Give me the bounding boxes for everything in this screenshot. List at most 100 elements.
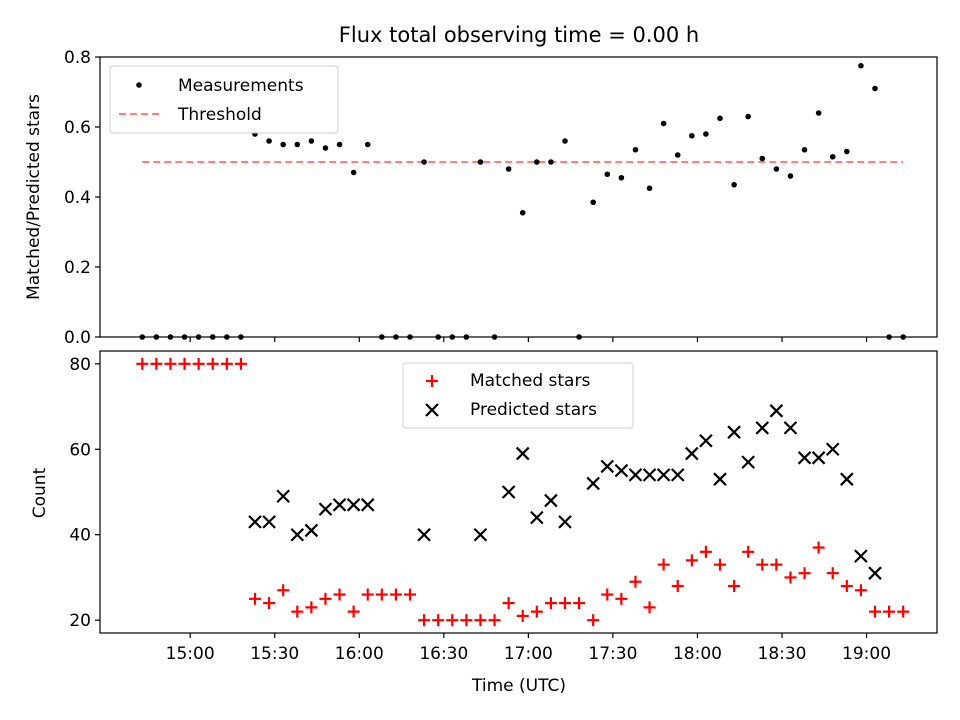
top-legend-box — [109, 65, 339, 134]
legend-threshold-label: Threshold — [177, 105, 262, 125]
predicted-star-point — [586, 476, 600, 491]
matched-star-point — [784, 571, 797, 584]
x-tick-label: 17:00 — [504, 644, 553, 664]
matched-star-point — [615, 592, 628, 605]
predicted-star-point — [346, 498, 361, 512]
measurement-point — [844, 148, 850, 155]
bottom-y-tick-label: 20 — [69, 611, 91, 631]
predicted-star-point — [276, 489, 290, 504]
matched-star-point — [770, 558, 783, 571]
matched-star-point — [601, 588, 614, 601]
predicted-star-point — [600, 459, 615, 474]
predicted-star-point — [868, 566, 882, 580]
matched-star-point — [178, 357, 191, 370]
predicted-star-point — [628, 468, 643, 482]
measurement-point — [294, 141, 301, 148]
top-y-axis-label: Matched/Predicted stars — [24, 94, 44, 300]
measurement-point — [477, 159, 484, 165]
matched-star-point — [333, 588, 346, 601]
measurement-point — [336, 141, 343, 148]
matched-star-point — [671, 580, 684, 592]
bottom-legend: Matched stars Predicted stars — [402, 362, 634, 429]
matched-star-point — [869, 605, 881, 618]
measurement-point — [745, 113, 751, 120]
legend-predicted-label: Predicted stars — [470, 400, 597, 420]
matched-star-point — [347, 605, 360, 618]
predicted-star-point — [304, 523, 319, 538]
bottom-y-tick-label: 60 — [69, 440, 91, 460]
matched-star-point — [897, 605, 910, 618]
predicted-star-point — [699, 433, 713, 448]
x-tick-label: 19:00 — [842, 644, 891, 664]
matched-star-point — [404, 588, 416, 601]
matched-star-point — [305, 601, 318, 614]
legend-matched-label: Matched stars — [470, 371, 590, 391]
bottom-axes-frame — [99, 350, 938, 634]
measurement-point — [759, 155, 766, 162]
predicted-star-point — [783, 421, 798, 435]
x-tick-label: 16:30 — [419, 644, 468, 664]
measurement-point — [421, 159, 427, 165]
matched-star-point — [234, 357, 247, 370]
chart-title: Flux total observing time = 0.00 h — [339, 23, 699, 47]
matched-star-point — [418, 614, 431, 627]
matched-star-point — [728, 580, 741, 592]
measurement-point — [632, 146, 639, 153]
bottom-legend-box — [402, 362, 634, 429]
measurement-point — [717, 115, 723, 122]
x-tick-label: 16:00 — [335, 644, 384, 664]
measurement-point — [618, 174, 625, 181]
predicted-star-point — [811, 451, 826, 465]
top-y-tick-label: 0.0 — [64, 328, 91, 348]
measurement-point — [858, 62, 864, 69]
x-tick-label: 18:30 — [758, 644, 807, 664]
matched-star-point — [629, 575, 642, 588]
matched-star-point — [361, 588, 374, 601]
predicted-star-point — [685, 446, 699, 461]
matched-star-point — [249, 592, 261, 605]
x-tick-label: 15:30 — [250, 644, 299, 664]
legend-measurements-label: Measurements — [178, 76, 304, 96]
predicted-star-point — [755, 421, 770, 435]
matched-star-point — [488, 614, 501, 627]
matched-star-point — [840, 580, 853, 592]
measurement-point — [787, 173, 794, 179]
matched-star-point — [714, 558, 726, 571]
measurement-point — [829, 153, 836, 160]
bottom-y-axis-label: Count — [30, 467, 50, 518]
predicted-star-point — [741, 455, 755, 469]
matched-star-point — [573, 597, 586, 610]
matched-star-point — [263, 597, 276, 610]
measurement-point — [562, 138, 568, 144]
predicted-star-point — [248, 515, 262, 529]
predicted-star-point — [769, 404, 784, 418]
matched-star-point — [685, 554, 698, 567]
x-tick-label: 15:00 — [166, 644, 215, 664]
top-panel: 0.00.20.40.60.8 Matched/Predicted stars … — [24, 48, 938, 348]
measurement-point — [364, 141, 371, 148]
predicted-star-point — [558, 515, 572, 529]
measurement-point — [280, 141, 286, 148]
predicted-star-point — [262, 515, 276, 529]
predicted-star-point — [825, 442, 840, 457]
matched-star-point — [277, 584, 290, 597]
matched-star-point — [812, 541, 825, 554]
matched-star-point — [375, 588, 388, 601]
measurement-point — [674, 152, 681, 158]
matched-star-point — [192, 357, 205, 370]
matched-star-point — [530, 605, 543, 618]
matched-star-point — [474, 614, 487, 627]
measurement-point — [731, 181, 737, 188]
measurement-point — [590, 199, 596, 206]
predicted-star-point — [544, 493, 558, 508]
predicted-star-point — [642, 468, 657, 482]
measurement-point — [872, 85, 878, 92]
matched-star-point — [742, 545, 755, 558]
predicted-star-point — [797, 451, 812, 465]
matched-star-point — [432, 614, 445, 627]
matched-star-point — [643, 601, 656, 614]
measurement-point — [548, 159, 554, 165]
measurement-point — [322, 145, 329, 151]
matched-star-point — [389, 588, 402, 601]
matched-star-point — [544, 597, 557, 610]
